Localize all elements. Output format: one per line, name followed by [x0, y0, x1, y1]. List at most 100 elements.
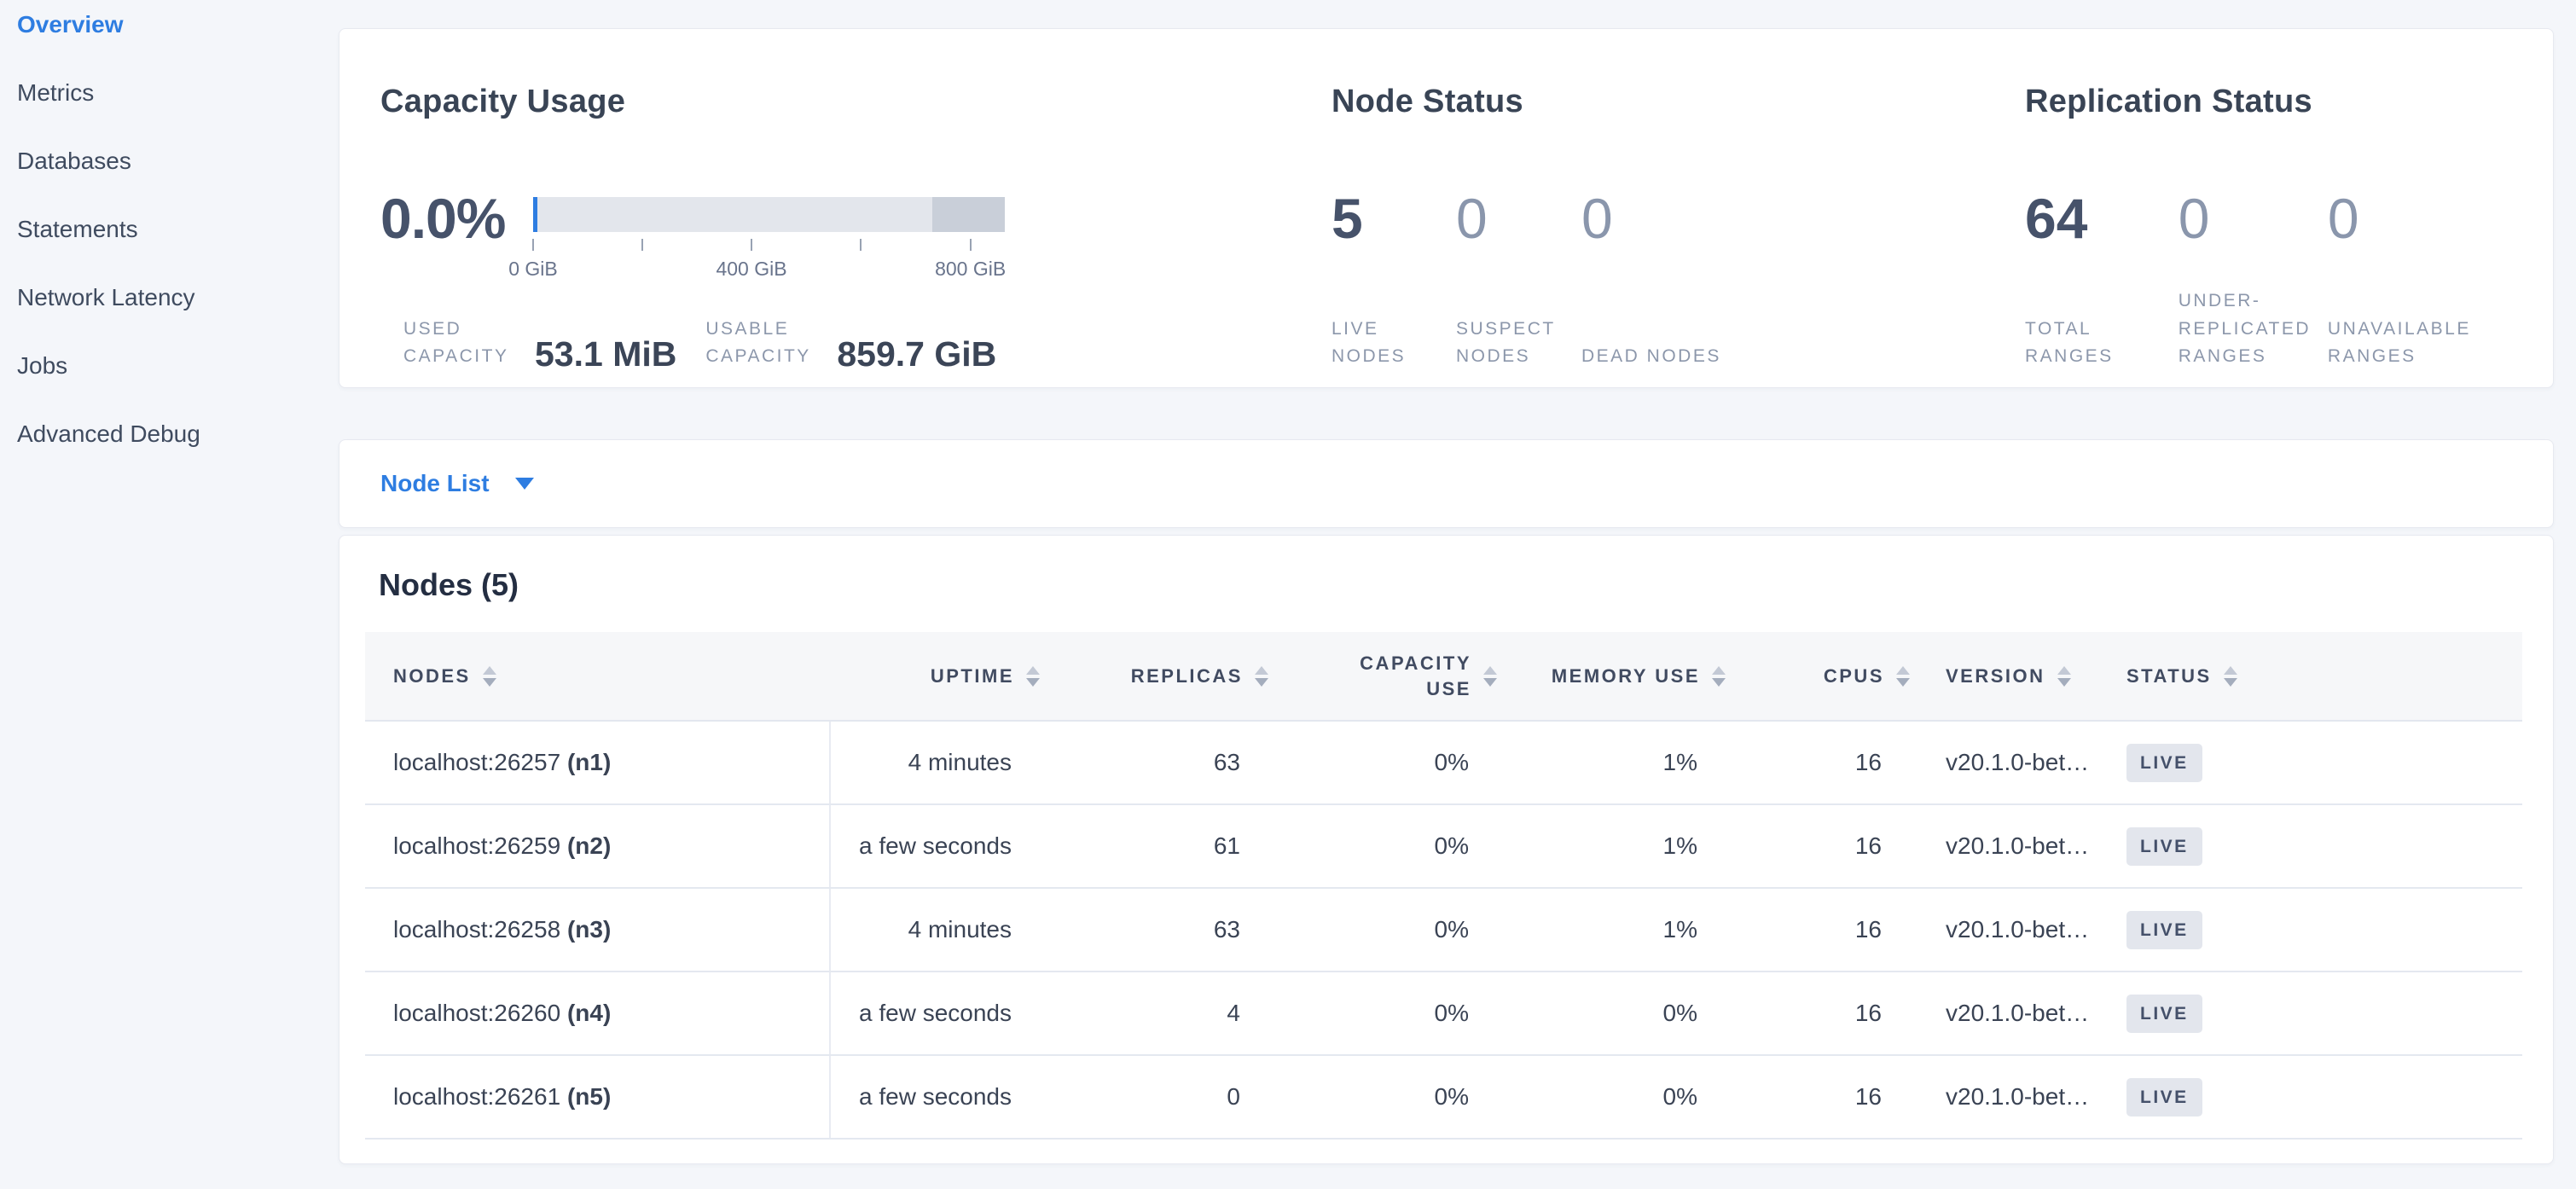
uptime-cell: a few seconds [830, 972, 1041, 1056]
column-header-replicas[interactable]: REPLICAS [1041, 632, 1270, 722]
suspect-nodes-stat: 0 SUSPECT NODES [1456, 190, 1581, 371]
live-nodes-label: LIVE NODES [1332, 318, 1407, 367]
table-row: localhost:26261 (n5) a few seconds 0 0% … [365, 1055, 2522, 1140]
node-list-dropdown-label[interactable]: Node List [380, 470, 490, 496]
column-header-memory-use[interactable]: MEMORY USE [1499, 632, 1727, 722]
gauge-tick [532, 239, 534, 251]
used-capacity-stat: USED CAPACITY 53.1 MiB [380, 316, 677, 374]
nodes-table-title: Nodes (5) [379, 567, 519, 602]
gauge-tick [860, 239, 862, 251]
uptime-cell: 4 minutes [830, 888, 1041, 972]
gauge-tick-label: 400 GiB [716, 258, 787, 280]
status-badge: LIVE [2126, 1077, 2202, 1116]
sort-icon [1255, 665, 1268, 687]
gauge-tick [641, 239, 644, 251]
used-capacity-label: USED CAPACITY [403, 318, 509, 367]
column-header-version[interactable]: VERSION [1912, 632, 2120, 722]
replicas-cell: 63 [1041, 888, 1270, 972]
unavailable-ranges-stat: 0 UNAVAILABLE RANGES [2328, 190, 2553, 371]
capacity-use-cell: 0% [1270, 804, 1499, 889]
replicas-cell: 4 [1041, 972, 1270, 1056]
gauge-tick-label: 800 GiB [935, 258, 1007, 280]
memory-use-cell: 1% [1499, 888, 1727, 972]
capacity-use-cell: 0% [1270, 888, 1499, 972]
node-host[interactable]: localhost:26257 [393, 749, 561, 775]
sort-icon [2057, 665, 2071, 687]
suspect-nodes-label: SUSPECT NODES [1456, 318, 1556, 367]
node-id: (n5) [566, 1083, 612, 1110]
node-status-title: Node Status [1332, 84, 1523, 119]
replication-status-title: Replication Status [2025, 84, 2312, 119]
under-replicated-ranges-label: UNDER-REPLICATED RANGES [2178, 291, 2312, 367]
node-host-cell[interactable]: localhost:26258 (n3) [365, 888, 831, 972]
column-label: STATUS [2126, 664, 2212, 687]
version-cell: v20.1.0-bet… [1912, 1055, 2120, 1140]
column-header-nodes[interactable]: NODES [365, 632, 830, 722]
column-header-uptime[interactable]: UPTIME [830, 632, 1041, 722]
node-list-dropdown[interactable]: Node List [339, 439, 2554, 528]
node-host[interactable]: localhost:26261 [393, 1083, 561, 1110]
version-cell: v20.1.0-bet… [1912, 888, 2120, 972]
under-replicated-ranges-stat: 0 UNDER-REPLICATED RANGES [2179, 190, 2328, 371]
unavailable-ranges-label: UNAVAILABLE RANGES [2327, 318, 2471, 367]
total-ranges-value: 64 [2025, 187, 2088, 250]
total-ranges-stat: 64 TOTAL RANGES [2025, 190, 2179, 371]
sidebar-item-overview[interactable]: Overview [17, 11, 124, 38]
column-header-cpus[interactable]: CPUS [1727, 632, 1912, 722]
capacity-gauge-used-marker [533, 197, 537, 232]
column-label: CPUS [1823, 664, 1884, 687]
capacity-usage-title: Capacity Usage [380, 84, 626, 119]
sort-icon [2223, 665, 2237, 687]
sidebar: Overview Metrics Databases Statements Ne… [0, 0, 339, 1189]
uptime-cell: 4 minutes [830, 721, 1041, 805]
sort-icon [1896, 665, 1910, 687]
capacity-gauge-ticks [532, 237, 1005, 256]
sidebar-item-statements[interactable]: Statements [17, 216, 138, 242]
node-host-cell[interactable]: localhost:26259 (n2) [365, 804, 831, 889]
node-host[interactable]: localhost:26260 [393, 1000, 561, 1026]
capacity-gauge: 0 GiB 400 GiB 800 GiB [508, 197, 1007, 283]
caret-down-icon [514, 478, 534, 490]
capacity-usage-section: Capacity Usage 0.0% [380, 84, 1332, 387]
status-cell: LIVE [2120, 804, 2522, 889]
status-cell: LIVE [2120, 1055, 2522, 1140]
version-cell: v20.1.0-bet… [1912, 972, 2120, 1056]
cpus-cell: 16 [1727, 804, 1912, 889]
gauge-tick-label: 0 GiB [508, 258, 558, 280]
table-header-row: NODES UPTIME REPLICAS CAPACITY USE MEMOR [365, 632, 2522, 722]
node-host[interactable]: localhost:26258 [393, 916, 561, 942]
capacity-use-cell: 0% [1270, 721, 1499, 805]
sidebar-item-databases[interactable]: Databases [17, 148, 131, 174]
node-host-cell[interactable]: localhost:26257 (n1) [365, 721, 831, 805]
table-row: localhost:26258 (n3) 4 minutes 63 0% 1% … [365, 888, 2522, 972]
node-id: (n4) [566, 1000, 612, 1026]
column-header-status[interactable]: STATUS [2120, 632, 2522, 722]
sidebar-item-network-latency[interactable]: Network Latency [17, 284, 195, 310]
gauge-tick [751, 239, 753, 251]
sidebar-item-metrics[interactable]: Metrics [17, 79, 95, 106]
column-header-capacity-use[interactable]: CAPACITY USE [1270, 632, 1499, 722]
column-label: UPTIME [930, 664, 1014, 687]
capacity-gauge-bar [533, 197, 1005, 232]
dead-nodes-value: 0 [1581, 187, 1613, 250]
uptime-cell: a few seconds [830, 1055, 1041, 1140]
usable-capacity-stat: USABLE CAPACITY 859.7 GiB [676, 316, 996, 372]
used-capacity-value: 53.1 MiB [535, 334, 677, 374]
status-cell: LIVE [2120, 972, 2522, 1056]
capacity-gauge-reserved-segment [931, 197, 1005, 232]
status-badge: LIVE [2126, 910, 2202, 949]
uptime-cell: a few seconds [830, 804, 1041, 889]
memory-use-cell: 1% [1499, 721, 1727, 805]
node-host-cell[interactable]: localhost:26261 (n5) [365, 1055, 831, 1140]
unavailable-ranges-value: 0 [2327, 187, 2359, 250]
memory-use-cell: 1% [1499, 804, 1727, 889]
sidebar-item-jobs[interactable]: Jobs [17, 352, 68, 379]
sort-icon [1712, 665, 1726, 687]
version-cell: v20.1.0-bet… [1912, 804, 2120, 889]
node-host-cell[interactable]: localhost:26260 (n4) [365, 972, 831, 1056]
capacity-use-cell: 0% [1270, 1055, 1499, 1140]
memory-use-cell: 0% [1499, 1055, 1727, 1140]
nodes-table: NODES UPTIME REPLICAS CAPACITY USE MEMOR [365, 632, 2522, 1140]
node-host[interactable]: localhost:26259 [393, 832, 561, 859]
sidebar-item-advanced-debug[interactable]: Advanced Debug [17, 420, 200, 447]
